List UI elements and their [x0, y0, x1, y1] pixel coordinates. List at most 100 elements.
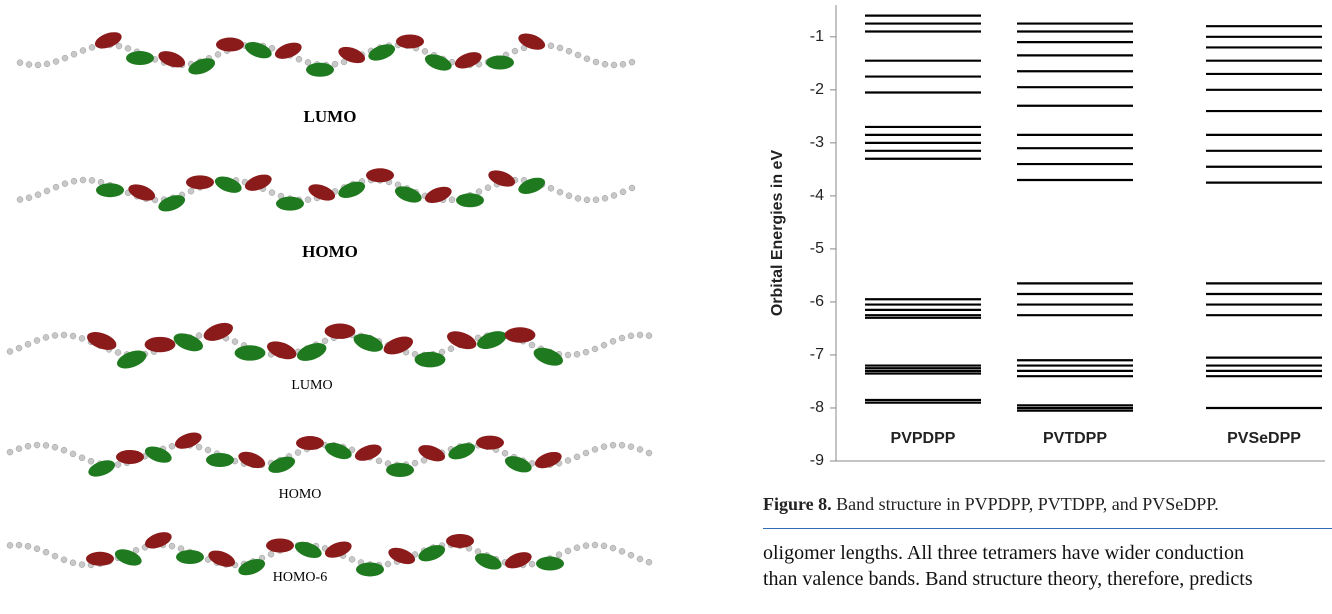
orbital-lobe: [116, 449, 144, 464]
orbital-lobe: [244, 42, 272, 59]
atom: [601, 60, 609, 68]
y-tick-label: -4: [810, 187, 824, 204]
orbital-lobe: [424, 186, 452, 204]
atom: [61, 54, 69, 62]
atom: [582, 542, 590, 549]
atom: [601, 194, 609, 202]
orbital-lobe: [414, 351, 446, 368]
category-label: PVTDPP: [1043, 430, 1107, 447]
orbital-lobe: [238, 558, 266, 576]
atom: [61, 180, 69, 187]
atom: [618, 441, 626, 449]
atom: [528, 341, 536, 349]
atom: [6, 542, 14, 549]
atom: [511, 47, 519, 55]
atom: [88, 44, 96, 51]
orbital-lobe: [447, 331, 477, 350]
orbital-lobe: [216, 37, 244, 52]
y-tick-label: -2: [810, 81, 824, 98]
orbital-lobe: [424, 54, 452, 71]
atom: [591, 541, 599, 549]
y-tick-label: -1: [810, 28, 824, 45]
atom: [268, 45, 276, 52]
atom: [573, 544, 581, 551]
orbital-lobe: [488, 170, 516, 187]
atom: [304, 59, 312, 66]
atom: [411, 351, 419, 358]
atom: [42, 442, 50, 449]
atom: [78, 454, 86, 462]
orbital-lobe: [518, 177, 546, 194]
orbital-lobe: [238, 451, 266, 469]
atom: [600, 542, 608, 550]
orbital-lobe: [366, 168, 394, 183]
atom: [195, 443, 203, 451]
atom: [501, 449, 509, 457]
orbital-lobe: [174, 432, 202, 449]
atom: [24, 442, 32, 450]
atom: [484, 184, 492, 192]
atom: [411, 459, 419, 467]
atom: [43, 60, 51, 68]
orbital-lobe: [144, 446, 172, 463]
atom: [610, 192, 618, 199]
atom: [25, 61, 33, 68]
orbital-lobe: [276, 196, 304, 211]
atom: [627, 332, 635, 340]
orbital-lobe: [114, 549, 142, 566]
atom: [6, 348, 14, 355]
atom: [42, 548, 50, 556]
atom: [69, 559, 77, 567]
atom: [331, 60, 339, 68]
atom: [124, 45, 132, 52]
atom: [25, 194, 33, 201]
atom: [187, 187, 195, 195]
orbital-lobe: [274, 42, 302, 59]
atom: [645, 332, 653, 339]
orbital-lobe: [536, 556, 564, 571]
y-tick-label: -8: [810, 399, 824, 416]
atom: [34, 191, 42, 198]
atom: [645, 449, 653, 457]
atom: [34, 61, 42, 69]
category-label: PVPDPP: [891, 430, 956, 447]
atom: [177, 545, 185, 552]
atom: [564, 351, 572, 359]
atom: [528, 560, 536, 568]
atom: [565, 47, 573, 55]
orbital-lobe: [186, 175, 214, 190]
y-tick-label: -5: [810, 240, 824, 257]
atom: [70, 177, 78, 185]
atom: [268, 189, 276, 196]
atom: [618, 334, 626, 342]
atom: [592, 196, 600, 204]
atom: [294, 449, 302, 456]
atom: [267, 551, 275, 558]
atom: [42, 334, 50, 341]
atom: [609, 338, 617, 345]
orbital-lobe: [266, 538, 294, 553]
atom: [628, 58, 636, 66]
orbital-lobe: [87, 331, 117, 350]
atom: [448, 196, 456, 203]
orbital-lobe: [144, 336, 176, 353]
category-label: PVSeDPP: [1227, 430, 1301, 447]
atom: [168, 443, 176, 450]
orbital-lobe: [268, 456, 296, 473]
atom: [574, 51, 582, 59]
atom: [16, 59, 24, 66]
atom: [24, 542, 32, 550]
atom: [582, 449, 590, 457]
orbital-lobe: [396, 34, 424, 49]
atom: [591, 345, 599, 353]
atom: [78, 561, 86, 568]
atom: [645, 558, 653, 566]
atom: [609, 441, 617, 449]
orbital-lobe: [117, 350, 147, 369]
atom: [79, 47, 87, 54]
orbital-lobe: [234, 345, 266, 361]
caption-label: Figure 8.: [763, 494, 832, 514]
atom: [564, 457, 572, 464]
atom: [582, 348, 590, 356]
orbital-lobe: [338, 181, 366, 198]
